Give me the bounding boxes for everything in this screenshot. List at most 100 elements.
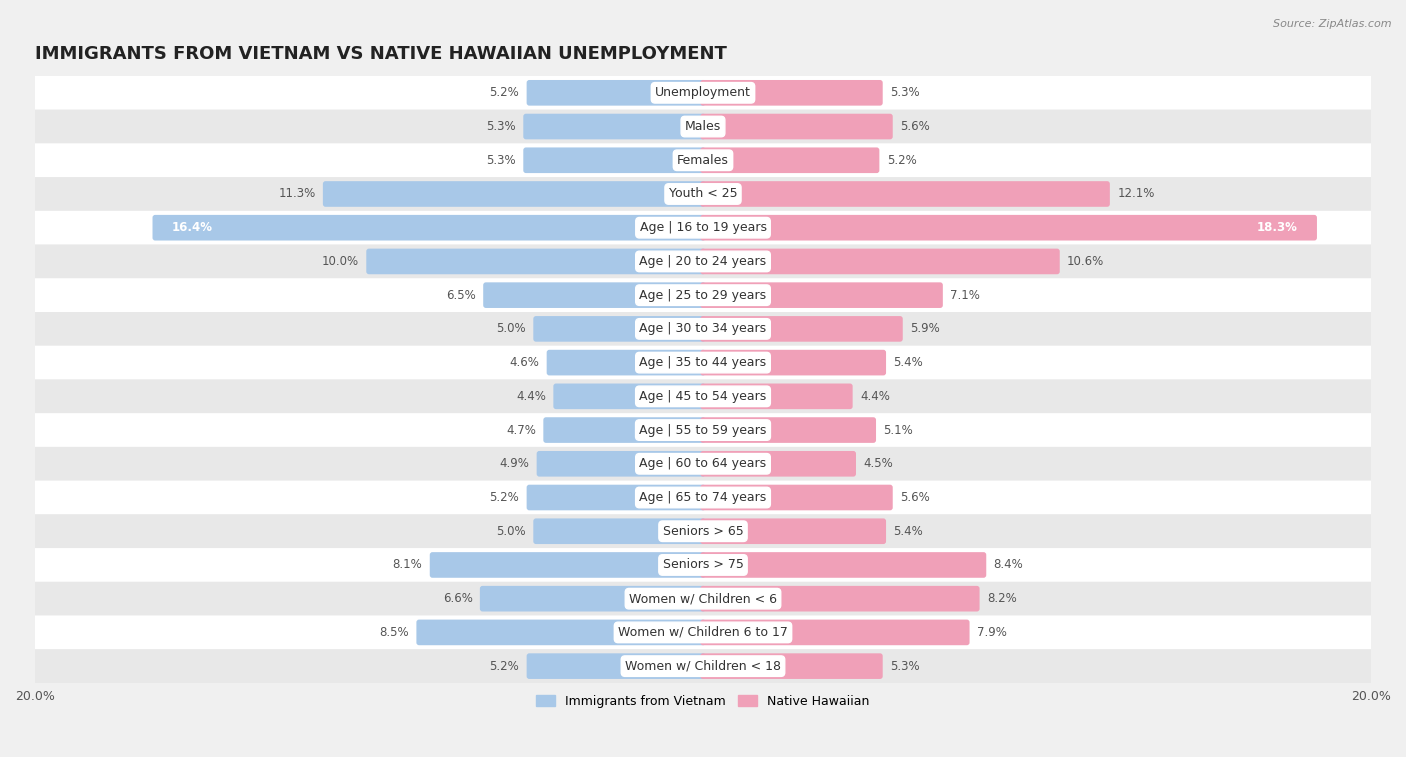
FancyBboxPatch shape	[700, 586, 980, 612]
FancyBboxPatch shape	[35, 481, 1371, 514]
Text: 6.5%: 6.5%	[446, 288, 475, 301]
FancyBboxPatch shape	[35, 447, 1371, 481]
FancyBboxPatch shape	[700, 451, 856, 477]
Text: 4.6%: 4.6%	[509, 356, 540, 369]
FancyBboxPatch shape	[533, 316, 706, 341]
Text: 5.2%: 5.2%	[489, 491, 519, 504]
FancyBboxPatch shape	[35, 379, 1371, 413]
FancyBboxPatch shape	[367, 248, 706, 274]
Text: 18.3%: 18.3%	[1257, 221, 1298, 234]
FancyBboxPatch shape	[35, 514, 1371, 548]
Legend: Immigrants from Vietnam, Native Hawaiian: Immigrants from Vietnam, Native Hawaiian	[531, 690, 875, 713]
Text: Age | 20 to 24 years: Age | 20 to 24 years	[640, 255, 766, 268]
Text: 8.1%: 8.1%	[392, 559, 422, 572]
FancyBboxPatch shape	[430, 552, 706, 578]
Text: 7.1%: 7.1%	[950, 288, 980, 301]
Text: 7.9%: 7.9%	[977, 626, 1007, 639]
Text: Age | 45 to 54 years: Age | 45 to 54 years	[640, 390, 766, 403]
Text: 5.3%: 5.3%	[486, 120, 516, 133]
Text: Unemployment: Unemployment	[655, 86, 751, 99]
Text: Males: Males	[685, 120, 721, 133]
FancyBboxPatch shape	[35, 346, 1371, 379]
FancyBboxPatch shape	[523, 114, 706, 139]
FancyBboxPatch shape	[700, 148, 879, 173]
Text: Age | 16 to 19 years: Age | 16 to 19 years	[640, 221, 766, 234]
FancyBboxPatch shape	[323, 181, 706, 207]
FancyBboxPatch shape	[700, 619, 970, 645]
FancyBboxPatch shape	[700, 350, 886, 375]
FancyBboxPatch shape	[700, 552, 986, 578]
FancyBboxPatch shape	[35, 211, 1371, 245]
Text: 4.5%: 4.5%	[863, 457, 893, 470]
Text: 6.6%: 6.6%	[443, 592, 472, 605]
Text: 5.9%: 5.9%	[910, 322, 939, 335]
FancyBboxPatch shape	[700, 484, 893, 510]
FancyBboxPatch shape	[700, 417, 876, 443]
Text: 5.6%: 5.6%	[900, 120, 929, 133]
Text: 10.6%: 10.6%	[1067, 255, 1104, 268]
FancyBboxPatch shape	[700, 316, 903, 341]
Text: 5.2%: 5.2%	[489, 659, 519, 673]
Text: Age | 30 to 34 years: Age | 30 to 34 years	[640, 322, 766, 335]
Text: Age | 35 to 44 years: Age | 35 to 44 years	[640, 356, 766, 369]
FancyBboxPatch shape	[700, 384, 852, 409]
FancyBboxPatch shape	[547, 350, 706, 375]
Text: 5.3%: 5.3%	[890, 659, 920, 673]
FancyBboxPatch shape	[35, 279, 1371, 312]
Text: Age | 55 to 59 years: Age | 55 to 59 years	[640, 424, 766, 437]
FancyBboxPatch shape	[35, 245, 1371, 279]
FancyBboxPatch shape	[700, 181, 1109, 207]
Text: Women w/ Children 6 to 17: Women w/ Children 6 to 17	[619, 626, 787, 639]
FancyBboxPatch shape	[700, 80, 883, 106]
Text: 4.9%: 4.9%	[499, 457, 529, 470]
Text: Women w/ Children < 6: Women w/ Children < 6	[628, 592, 778, 605]
FancyBboxPatch shape	[35, 413, 1371, 447]
Text: 11.3%: 11.3%	[278, 188, 315, 201]
Text: Seniors > 75: Seniors > 75	[662, 559, 744, 572]
FancyBboxPatch shape	[527, 653, 706, 679]
FancyBboxPatch shape	[700, 519, 886, 544]
Text: 10.0%: 10.0%	[322, 255, 359, 268]
FancyBboxPatch shape	[543, 417, 706, 443]
FancyBboxPatch shape	[537, 451, 706, 477]
Text: 5.3%: 5.3%	[890, 86, 920, 99]
Text: 5.4%: 5.4%	[893, 525, 924, 537]
Text: 16.4%: 16.4%	[172, 221, 212, 234]
Text: Age | 60 to 64 years: Age | 60 to 64 years	[640, 457, 766, 470]
FancyBboxPatch shape	[35, 76, 1371, 110]
Text: Age | 65 to 74 years: Age | 65 to 74 years	[640, 491, 766, 504]
FancyBboxPatch shape	[527, 484, 706, 510]
FancyBboxPatch shape	[523, 148, 706, 173]
Text: 8.4%: 8.4%	[994, 559, 1024, 572]
Text: 4.4%: 4.4%	[516, 390, 546, 403]
FancyBboxPatch shape	[700, 653, 883, 679]
Text: 5.6%: 5.6%	[900, 491, 929, 504]
FancyBboxPatch shape	[35, 177, 1371, 211]
Text: 8.2%: 8.2%	[987, 592, 1017, 605]
Text: 5.2%: 5.2%	[887, 154, 917, 167]
Text: 5.4%: 5.4%	[893, 356, 924, 369]
Text: 4.7%: 4.7%	[506, 424, 536, 437]
Text: 5.0%: 5.0%	[496, 525, 526, 537]
FancyBboxPatch shape	[554, 384, 706, 409]
FancyBboxPatch shape	[416, 619, 706, 645]
Text: Seniors > 65: Seniors > 65	[662, 525, 744, 537]
FancyBboxPatch shape	[35, 548, 1371, 582]
FancyBboxPatch shape	[35, 615, 1371, 650]
Text: IMMIGRANTS FROM VIETNAM VS NATIVE HAWAIIAN UNEMPLOYMENT: IMMIGRANTS FROM VIETNAM VS NATIVE HAWAII…	[35, 45, 727, 64]
Text: 4.4%: 4.4%	[860, 390, 890, 403]
FancyBboxPatch shape	[35, 582, 1371, 615]
FancyBboxPatch shape	[700, 282, 943, 308]
Text: 12.1%: 12.1%	[1118, 188, 1154, 201]
FancyBboxPatch shape	[700, 248, 1060, 274]
Text: 5.1%: 5.1%	[883, 424, 912, 437]
FancyBboxPatch shape	[35, 312, 1371, 346]
Text: Women w/ Children < 18: Women w/ Children < 18	[626, 659, 780, 673]
FancyBboxPatch shape	[527, 80, 706, 106]
Text: Source: ZipAtlas.com: Source: ZipAtlas.com	[1274, 19, 1392, 29]
Text: 5.0%: 5.0%	[496, 322, 526, 335]
FancyBboxPatch shape	[152, 215, 706, 241]
Text: Females: Females	[678, 154, 728, 167]
FancyBboxPatch shape	[484, 282, 706, 308]
FancyBboxPatch shape	[700, 114, 893, 139]
